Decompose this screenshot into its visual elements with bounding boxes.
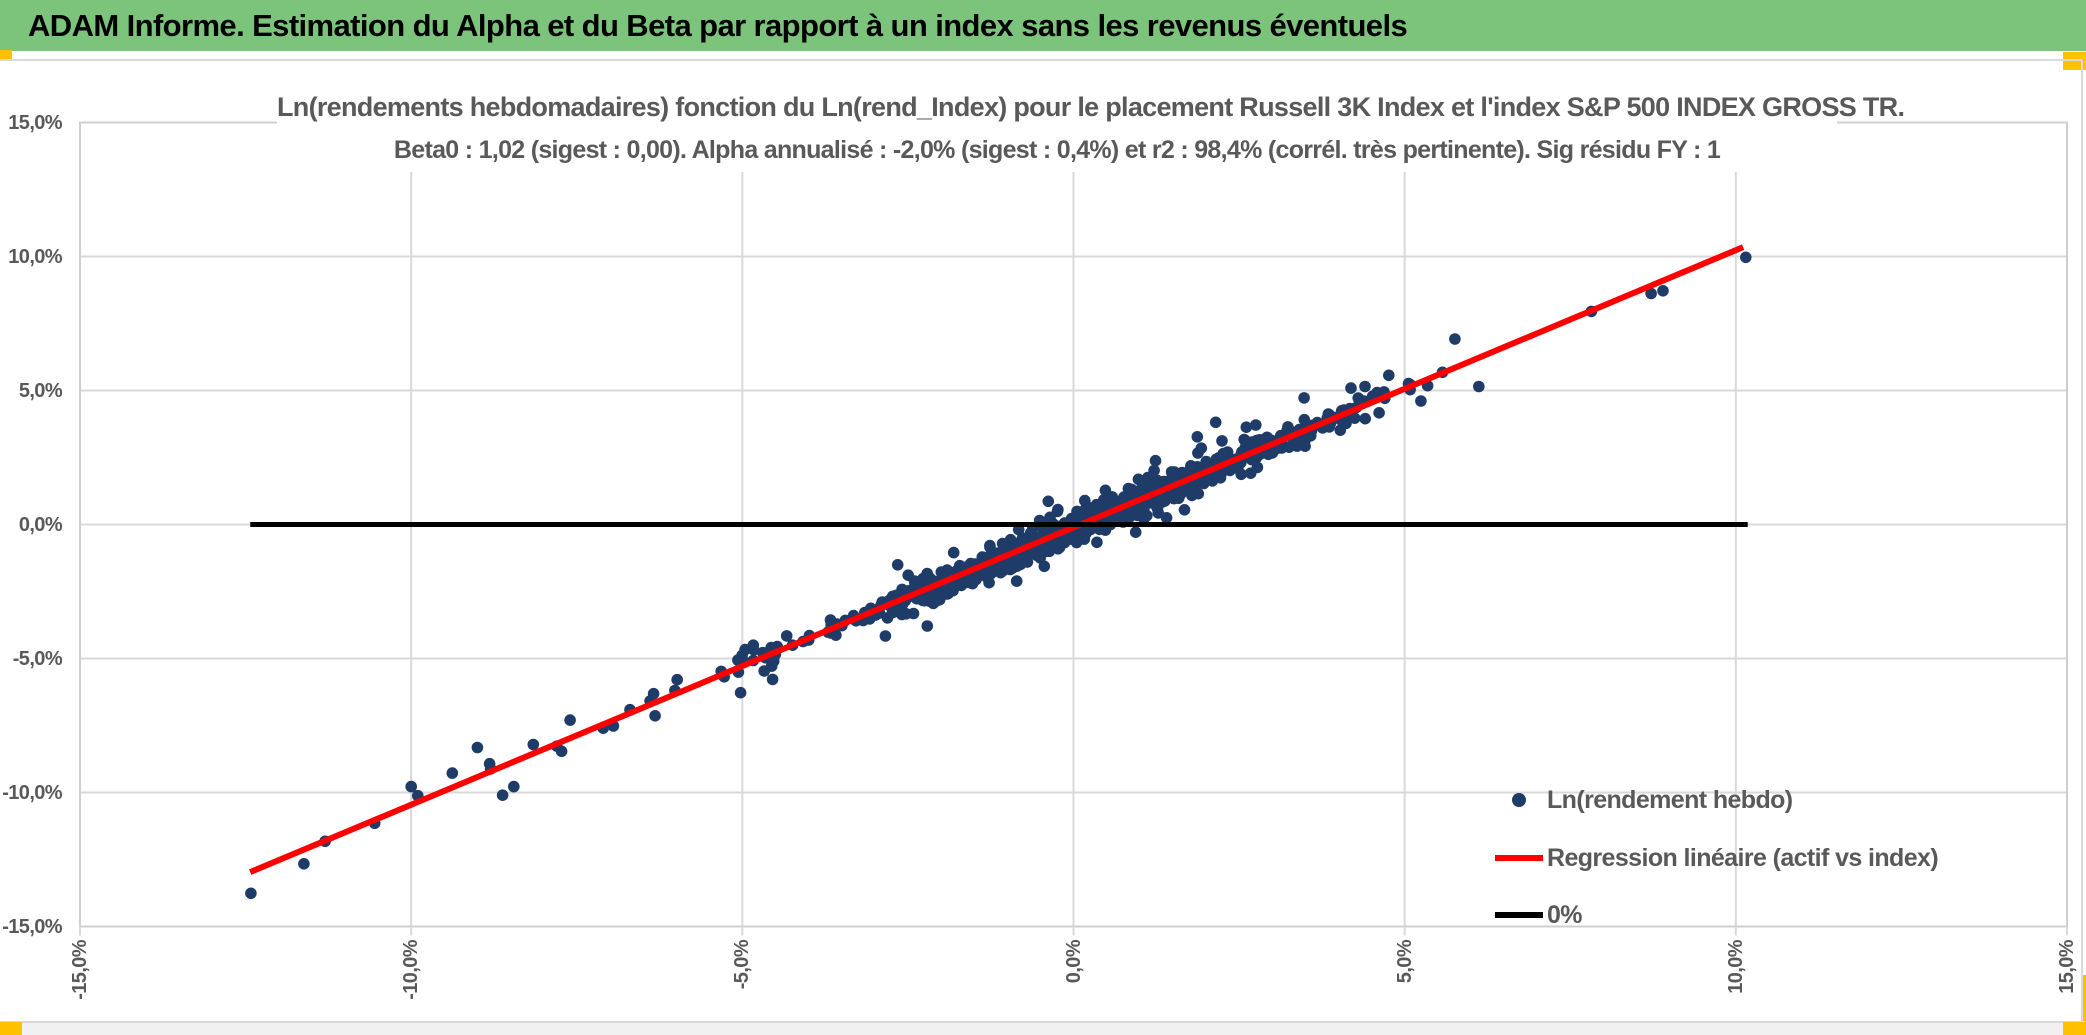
x-tick-label: -5,0% — [731, 940, 754, 990]
x-tick-label: 0,0% — [1062, 940, 1085, 984]
legend-label: Ln(rendement hebdo) — [1547, 785, 1793, 814]
legend-label: 0% — [1547, 900, 1583, 929]
y-tick-label: 10,0% — [8, 245, 62, 268]
chart-title: Ln(rendements hebdomadaires) fonction du… — [277, 84, 1905, 172]
chart-title-line2: Beta0 : 1,02 (sigest : 0,00). Alpha annu… — [393, 136, 1721, 164]
yellow-accent-top-right — [2063, 52, 2086, 70]
yellow-accent-bottom-left — [0, 1022, 22, 1035]
page-title: ADAM Informe. Estimation du Alpha et du … — [28, 7, 1408, 43]
legend-label: Regression linéaire (actif vs index) — [1547, 843, 1939, 872]
chart-area-right-border — [2081, 60, 2083, 1021]
yellow-accent-bottom-right — [2063, 1022, 2086, 1035]
y-tick-label: 5,0% — [18, 379, 63, 402]
y-tick-label: 0,0% — [18, 513, 63, 536]
header-banner: ADAM Informe. Estimation du Alpha et du … — [0, 0, 2086, 51]
legend-item-scatter: Ln(rendement hebdo) — [1495, 780, 1793, 820]
yellow-accent-top-left — [0, 50, 12, 61]
x-tick-label: 10,0% — [1724, 940, 1747, 994]
legend-regression-line-icon — [1495, 855, 1543, 861]
x-tick-label: 5,0% — [1393, 940, 1416, 984]
y-tick-label: 15,0% — [8, 111, 62, 134]
x-tick-label: -10,0% — [400, 940, 423, 1000]
y-tick-label: -5,0% — [12, 647, 63, 670]
x-tick-label: 15,0% — [2056, 940, 2078, 994]
x-tick-label: -15,0% — [69, 940, 91, 1000]
yellow-accent-right-strip — [2082, 975, 2086, 1022]
chart-title-line1: Ln(rendements hebdomadaires) fonction du… — [277, 92, 1905, 122]
y-tick-label: -15,0% — [2, 915, 62, 938]
legend-scatter-marker-icon — [1495, 793, 1543, 807]
legend-item-regression: Regression linéaire (actif vs index) — [1495, 838, 1939, 878]
sheet-bottom-band — [0, 1021, 2086, 1035]
chart-area-top-border — [0, 59, 2082, 61]
y-tick-label: -10,0% — [2, 781, 62, 804]
legend-item-zero: 0% — [1495, 895, 1583, 935]
legend-zero-line-icon — [1495, 912, 1543, 918]
